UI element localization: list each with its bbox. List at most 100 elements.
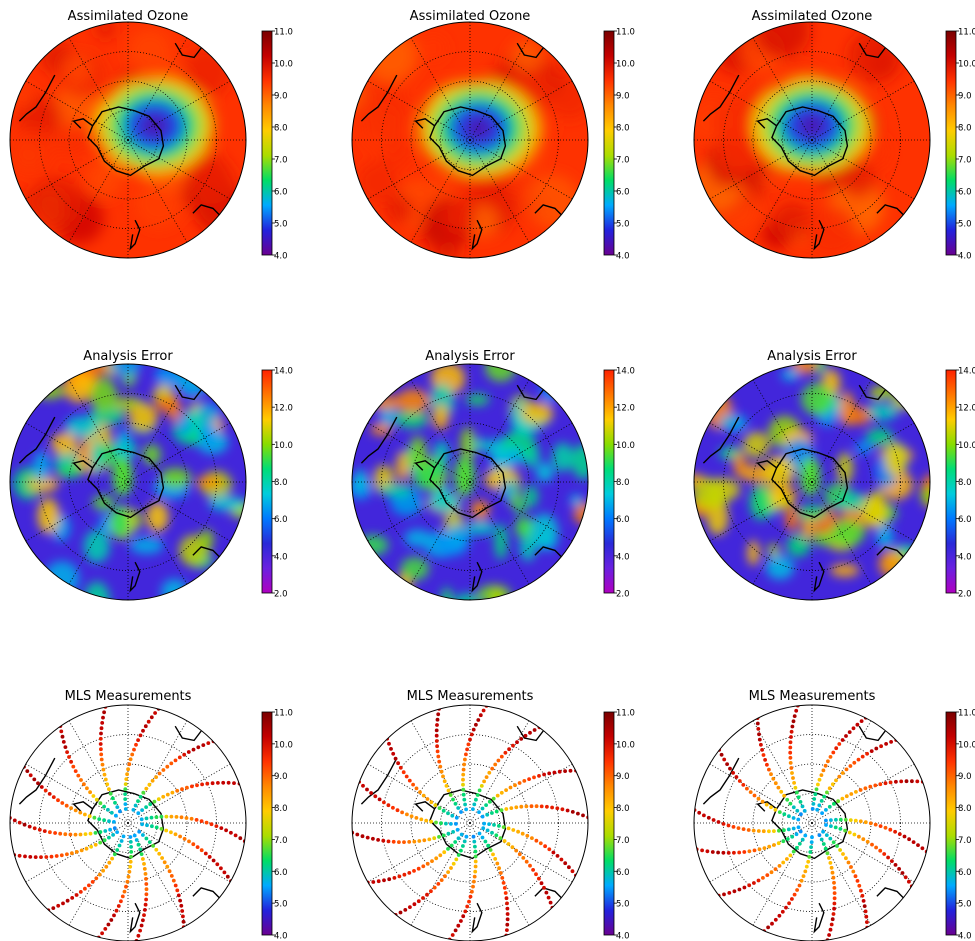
measurement-dot	[210, 781, 215, 786]
measurement-dot	[461, 767, 466, 772]
measurement-dot	[570, 810, 575, 814]
measurement-dot	[402, 840, 406, 844]
measurement-dot	[732, 889, 737, 894]
colorbar: 11.0 10.0 9.0 8.0 7.0 6.0 5.0 4.0	[261, 709, 293, 941]
measurement-dot	[51, 906, 56, 910]
measurement-dot	[756, 878, 761, 883]
measurement-dot	[769, 870, 774, 875]
measurement-dot	[442, 779, 447, 784]
measurement-dot	[195, 845, 200, 849]
measurement-dot	[138, 733, 143, 738]
measurement-dot	[138, 794, 143, 799]
measurement-dot	[59, 853, 64, 858]
colorbar-tick-label: 11.0	[958, 28, 975, 38]
map-disk	[694, 364, 930, 600]
measurement-dot	[716, 820, 721, 824]
measurement-dot	[568, 768, 573, 773]
measurement-dot	[128, 757, 133, 762]
measurement-dot	[736, 826, 741, 830]
measurement-dot	[530, 836, 534, 840]
measurement-dot	[58, 831, 63, 836]
measurement-dot	[534, 838, 539, 843]
measurement-dot	[721, 850, 726, 855]
graticule	[10, 705, 246, 941]
measurement-dot	[412, 839, 417, 844]
colorbar-tick-label: 7.0	[958, 156, 972, 166]
measurement-dot	[844, 767, 849, 772]
measurement-dot	[495, 793, 500, 798]
measurement-dot	[492, 823, 496, 827]
measurement-dot	[513, 783, 517, 788]
measurement-dot	[522, 779, 527, 783]
measurement-dot	[429, 889, 433, 894]
measurement-dot	[468, 737, 472, 742]
measurement-dot	[69, 759, 73, 764]
measurement-dot	[434, 739, 439, 743]
measurement-dot	[434, 728, 439, 733]
measurement-dot	[791, 826, 796, 831]
measurement-dot	[793, 785, 798, 790]
panel-title: Assimilated Ozone	[752, 9, 873, 24]
measurement-dot	[382, 800, 386, 805]
measurement-dot	[79, 848, 84, 853]
measurement-dot	[796, 825, 801, 830]
measurement-dot	[834, 817, 838, 822]
measurement-dot	[123, 782, 128, 786]
colorbar-tick-label: 10.0	[274, 740, 293, 750]
measurement-dot	[883, 825, 888, 830]
measurement-dot	[437, 806, 442, 810]
measurement-dot	[902, 834, 907, 839]
measurement-dot	[836, 799, 840, 804]
measurement-dot	[148, 802, 153, 807]
measurement-dot	[890, 859, 894, 863]
measurement-dot	[100, 721, 105, 725]
measurement-dot	[776, 841, 781, 846]
measurement-dot	[539, 804, 544, 809]
measurement-dot	[214, 824, 219, 828]
measurement-dot	[570, 869, 575, 874]
measurement-dot	[391, 805, 395, 810]
measurement-dot	[73, 808, 78, 813]
colorbar: 11.0 10.0 9.0 8.0 7.0 6.0 5.0 4.0	[945, 709, 975, 941]
measurement-dot	[781, 839, 786, 844]
map-disk	[10, 22, 246, 258]
measurement-dot	[544, 890, 549, 895]
measurement-dot	[773, 917, 778, 922]
measurement-dot	[142, 913, 146, 917]
measurement-dot	[109, 918, 114, 922]
colorbar-gradient	[945, 30, 957, 256]
measurement-dot	[767, 767, 771, 772]
measurement-dot	[83, 812, 87, 817]
measurement-dot	[903, 875, 908, 880]
measurement-dot	[141, 790, 146, 795]
measurement-dot	[84, 846, 89, 851]
measurement-dot	[49, 854, 54, 859]
measurement-dot	[174, 815, 179, 819]
measurement-dot	[97, 872, 102, 877]
measurement-dot	[790, 771, 794, 775]
measurement-dot	[498, 836, 503, 840]
measurement-dot	[830, 917, 835, 922]
measurement-dot	[468, 894, 473, 899]
measurement-dot	[185, 785, 189, 790]
measurement-dot	[88, 790, 92, 795]
measurement-dot	[99, 752, 104, 757]
measurement-dot	[449, 866, 453, 870]
measurement-dot	[71, 764, 76, 769]
colorbar-gradient	[261, 30, 273, 256]
measurement-dot	[123, 797, 128, 801]
measurement-dot	[790, 897, 794, 901]
measurement-dot	[716, 850, 720, 855]
measurement-dot	[43, 788, 48, 793]
measurement-dot	[889, 740, 893, 744]
measurement-dot	[494, 833, 499, 838]
measurement-dot	[531, 868, 535, 872]
measurement-dot	[180, 909, 185, 913]
measurement-dot	[93, 831, 98, 835]
measurement-dot	[859, 719, 864, 723]
measurement-dot	[61, 901, 65, 906]
panel-title: MLS Measurements	[749, 689, 876, 704]
measurement-dot	[108, 827, 112, 832]
measurement-dot	[136, 842, 141, 847]
colorbar-gradient	[945, 369, 957, 594]
